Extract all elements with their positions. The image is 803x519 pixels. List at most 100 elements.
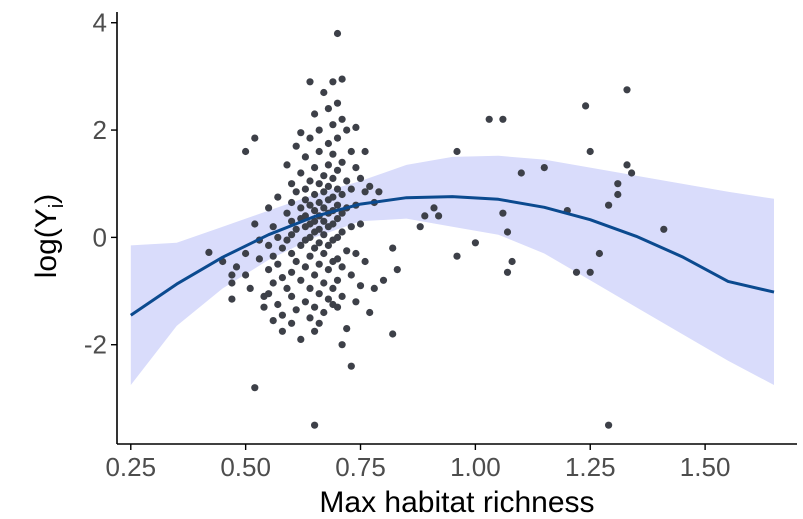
data-point	[421, 212, 429, 220]
data-point	[283, 236, 291, 244]
data-point	[306, 78, 314, 86]
data-point	[338, 209, 346, 217]
data-point	[288, 249, 296, 258]
data-point	[315, 180, 323, 188]
data-point	[301, 263, 309, 271]
data-point	[311, 217, 319, 225]
data-point	[347, 271, 355, 279]
x-tick-label: 1.00	[450, 452, 501, 482]
data-point	[614, 180, 622, 188]
data-point	[347, 362, 355, 370]
data-point	[297, 241, 305, 249]
data-point	[311, 421, 319, 429]
data-point	[297, 169, 305, 177]
data-point	[232, 263, 241, 271]
data-point	[306, 201, 314, 209]
data-point	[265, 241, 273, 249]
data-point	[292, 306, 300, 314]
data-point	[356, 174, 365, 182]
data-point	[379, 276, 388, 284]
data-point	[614, 190, 622, 199]
data-point	[288, 319, 296, 327]
y-axis-title-subscript: i	[46, 204, 68, 208]
data-point	[269, 279, 277, 287]
data-point	[311, 244, 319, 252]
data-point	[595, 249, 604, 258]
data-point	[430, 204, 438, 212]
data-point	[311, 207, 319, 215]
data-point	[288, 292, 296, 300]
data-point	[343, 247, 351, 255]
data-point	[499, 115, 507, 123]
data-point	[352, 164, 360, 172]
x-tick-label: 0.25	[105, 452, 156, 482]
data-point	[288, 268, 296, 276]
data-point	[278, 327, 286, 335]
data-point	[265, 204, 273, 212]
data-point	[306, 177, 314, 185]
data-point	[306, 314, 314, 322]
data-point	[503, 268, 512, 276]
data-point	[605, 421, 613, 429]
data-point	[301, 185, 309, 193]
y-tick-label: 2	[93, 115, 107, 145]
data-point	[485, 115, 493, 123]
data-point	[338, 190, 346, 199]
data-point	[333, 201, 342, 209]
data-point	[370, 284, 378, 292]
y-tick-label: -2	[84, 330, 107, 360]
data-point	[288, 231, 296, 239]
data-point	[288, 217, 296, 225]
data-point	[333, 134, 342, 142]
data-point	[311, 271, 319, 279]
data-point	[324, 105, 332, 113]
data-point	[311, 110, 319, 118]
data-point	[251, 134, 259, 142]
data-point	[311, 190, 319, 199]
data-point	[333, 29, 342, 38]
data-point	[453, 147, 461, 156]
data-point	[623, 161, 631, 169]
data-point	[471, 239, 479, 247]
y-tick-label: 0	[93, 222, 107, 252]
data-point	[352, 123, 360, 131]
data-point	[292, 225, 300, 233]
data-point	[586, 147, 594, 156]
data-point	[242, 271, 250, 279]
confidence-band-group	[130, 155, 775, 385]
data-point	[343, 177, 351, 185]
data-point	[338, 341, 346, 349]
data-point	[329, 174, 337, 182]
data-point	[453, 252, 461, 260]
data-point	[306, 284, 314, 292]
x-axis-title: Max habitat richness	[319, 486, 594, 519]
data-point	[333, 276, 342, 284]
data-point	[297, 129, 305, 137]
data-point	[338, 115, 346, 123]
data-point	[333, 255, 342, 263]
data-point	[297, 335, 305, 343]
data-point	[251, 220, 259, 228]
data-point	[333, 215, 342, 223]
data-point	[246, 284, 254, 292]
fit-line-group	[129, 195, 775, 317]
x-tick-label: 1.25	[565, 452, 616, 482]
data-point	[324, 266, 332, 274]
data-point	[329, 78, 337, 86]
data-point	[338, 228, 346, 236]
data-point	[315, 147, 323, 156]
data-point	[389, 330, 397, 338]
data-point	[347, 147, 355, 156]
data-point	[274, 193, 282, 201]
confidence-band	[130, 155, 775, 385]
data-point	[315, 260, 323, 268]
data-point	[260, 303, 268, 311]
data-point	[315, 239, 323, 247]
data-point	[352, 249, 360, 258]
data-point	[315, 225, 323, 233]
data-point	[366, 308, 374, 317]
data-point	[228, 271, 236, 279]
data-point	[389, 244, 397, 252]
data-point	[301, 298, 309, 306]
